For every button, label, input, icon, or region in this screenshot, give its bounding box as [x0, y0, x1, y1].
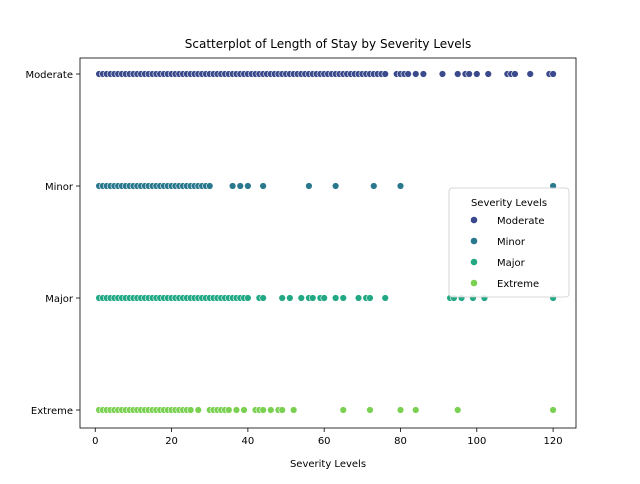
- data-point-major: [244, 294, 252, 302]
- y-tick-label: Extreme: [31, 406, 73, 417]
- data-point-extreme: [232, 406, 241, 414]
- data-point-extreme: [259, 406, 267, 414]
- points-layer: [95, 70, 557, 414]
- x-tick-label: 80: [394, 436, 407, 447]
- data-point-extreme: [186, 406, 195, 414]
- data-point-minor: [259, 182, 267, 190]
- data-point-moderate: [438, 70, 447, 78]
- data-point-moderate: [526, 70, 534, 78]
- data-point-moderate: [473, 70, 481, 78]
- data-point-major: [309, 294, 317, 302]
- data-point-moderate: [465, 70, 473, 78]
- data-point-minor: [228, 182, 237, 190]
- data-point-major: [297, 294, 305, 302]
- x-axis-ticks: 0 20 40 60 80 100 120: [92, 428, 563, 447]
- x-tick-label: 100: [467, 436, 486, 447]
- x-tick-label: 60: [318, 436, 331, 447]
- data-point-major: [366, 294, 374, 302]
- data-point-extreme: [454, 406, 462, 414]
- data-point-minor: [236, 182, 244, 190]
- data-point-major: [354, 294, 363, 302]
- x-axis-title: Severity Levels: [290, 459, 366, 470]
- data-point-minor: [305, 182, 313, 190]
- data-point-extreme: [278, 406, 286, 414]
- legend-title: Severity Levels: [471, 198, 547, 209]
- x-tick-label: 20: [165, 436, 178, 447]
- legend-marker-extreme: [470, 279, 478, 287]
- x-tick-label: 40: [242, 436, 255, 447]
- x-tick-label: 0: [92, 436, 98, 447]
- y-axis-ticks: Moderate Minor Major Extreme: [25, 70, 80, 417]
- y-tick-label: Minor: [45, 182, 74, 193]
- data-point-extreme: [396, 406, 405, 414]
- data-point-major: [331, 294, 340, 302]
- data-point-major: [259, 294, 267, 302]
- data-point-moderate: [549, 70, 557, 78]
- data-point-moderate: [484, 70, 492, 78]
- data-point-extreme: [240, 406, 248, 414]
- data-point-minor: [370, 182, 378, 190]
- chart-title: Scatterplot of Length of Stay by Severit…: [185, 37, 472, 51]
- data-point-extreme: [549, 406, 557, 414]
- data-point-extreme: [289, 406, 298, 414]
- data-point-moderate: [381, 70, 389, 78]
- legend-label-minor: Minor: [497, 237, 526, 248]
- legend-box: [448, 187, 570, 298]
- data-point-extreme: [366, 406, 374, 414]
- data-point-extreme: [225, 406, 233, 414]
- data-point-extreme: [339, 406, 347, 414]
- data-point-major: [381, 294, 389, 302]
- x-tick-label: 120: [544, 436, 563, 447]
- data-point-moderate: [419, 70, 428, 78]
- legend-marker-moderate: [470, 216, 478, 224]
- data-point-major: [278, 294, 286, 302]
- data-point-minor: [244, 182, 252, 190]
- data-point-extreme: [267, 406, 275, 414]
- data-point-moderate: [412, 70, 420, 78]
- data-point-moderate: [404, 70, 412, 78]
- data-point-major: [339, 294, 347, 302]
- legend-label-moderate: Moderate: [497, 216, 545, 227]
- legend: Severity Levels Moderate Minor Major Extrem…: [448, 187, 570, 298]
- legend-marker-minor: [470, 237, 478, 245]
- data-point-minor: [331, 182, 340, 190]
- data-point-moderate: [511, 70, 519, 78]
- data-point-minor: [396, 182, 405, 190]
- legend-label-extreme: Extreme: [497, 279, 539, 290]
- legend-marker-major: [470, 258, 478, 266]
- data-point-minor: [206, 182, 214, 190]
- data-point-major: [286, 294, 294, 302]
- data-point-extreme: [412, 406, 420, 414]
- y-tick-label: Major: [45, 294, 74, 305]
- legend-label-major: Major: [497, 258, 526, 269]
- data-point-major: [320, 294, 328, 302]
- y-tick-label: Moderate: [25, 70, 73, 81]
- data-point-moderate: [454, 70, 462, 78]
- data-point-extreme: [194, 406, 202, 414]
